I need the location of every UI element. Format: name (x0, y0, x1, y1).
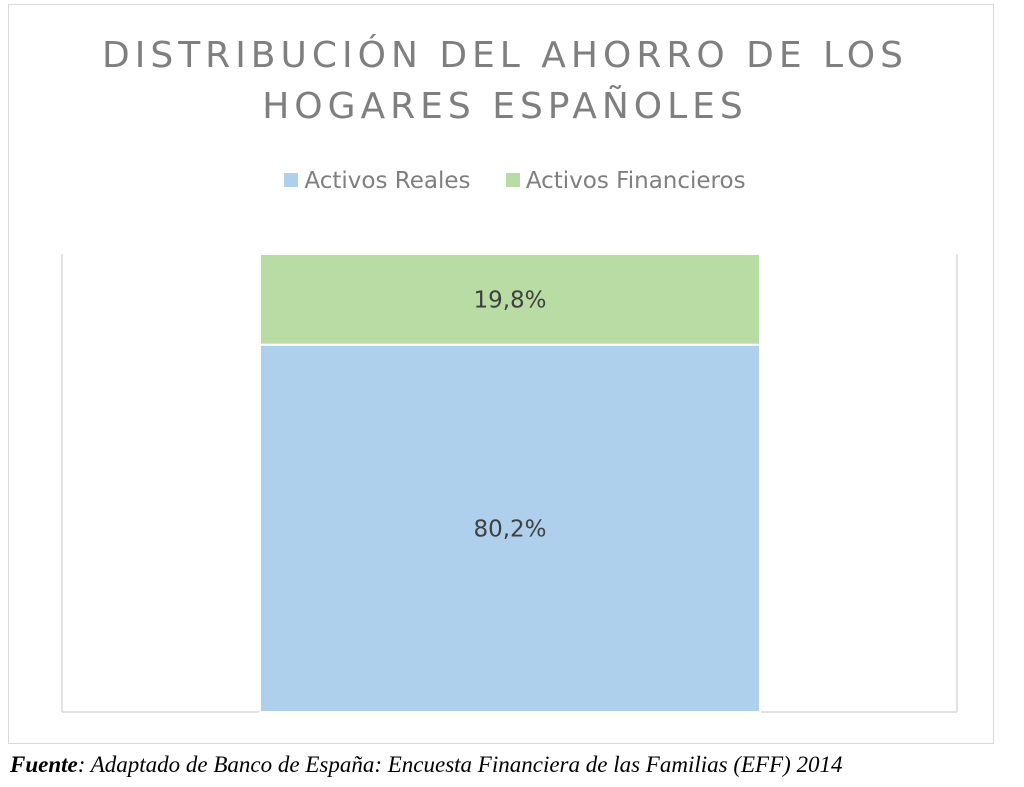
legend-label-activos-reales: Activos Reales (304, 168, 471, 194)
chart-plot: 80,2% 19,8% (61, 253, 958, 713)
data-label-activos-financieros: 19,8% (473, 287, 546, 313)
bar-group: 80,2% 19,8% (259, 253, 761, 713)
bar-segment-activos-reales (259, 343, 761, 713)
legend-swatch-activos-reales (284, 173, 299, 187)
data-label-activos-reales: 80,2% (473, 516, 546, 542)
legend-swatch-activos-financieros (505, 173, 520, 187)
legend-item-activos-financieros: Activos Financieros (505, 168, 746, 194)
chart-title: DISTRIBUCIÓN DEL AHORRO DE LOS HOGARES E… (0, 30, 1010, 132)
source-note: Fuente: Adaptado de Banco de España: Enc… (10, 752, 1020, 778)
chart-title-line-2: HOGARES ESPAÑOLES (262, 86, 748, 127)
bar-segment-activos-financieros (259, 253, 761, 346)
source-prefix: Fuente (10, 752, 78, 777)
legend-item-activos-reales: Activos Reales (284, 168, 471, 194)
legend-label-activos-financieros: Activos Financieros (525, 168, 746, 194)
chart-title-line-1: DISTRIBUCIÓN DEL AHORRO DE LOS (102, 35, 908, 76)
chart-legend: Activos Reales Activos Financieros (0, 168, 1024, 194)
source-text: : Adaptado de Banco de España: Encuesta … (77, 752, 843, 777)
